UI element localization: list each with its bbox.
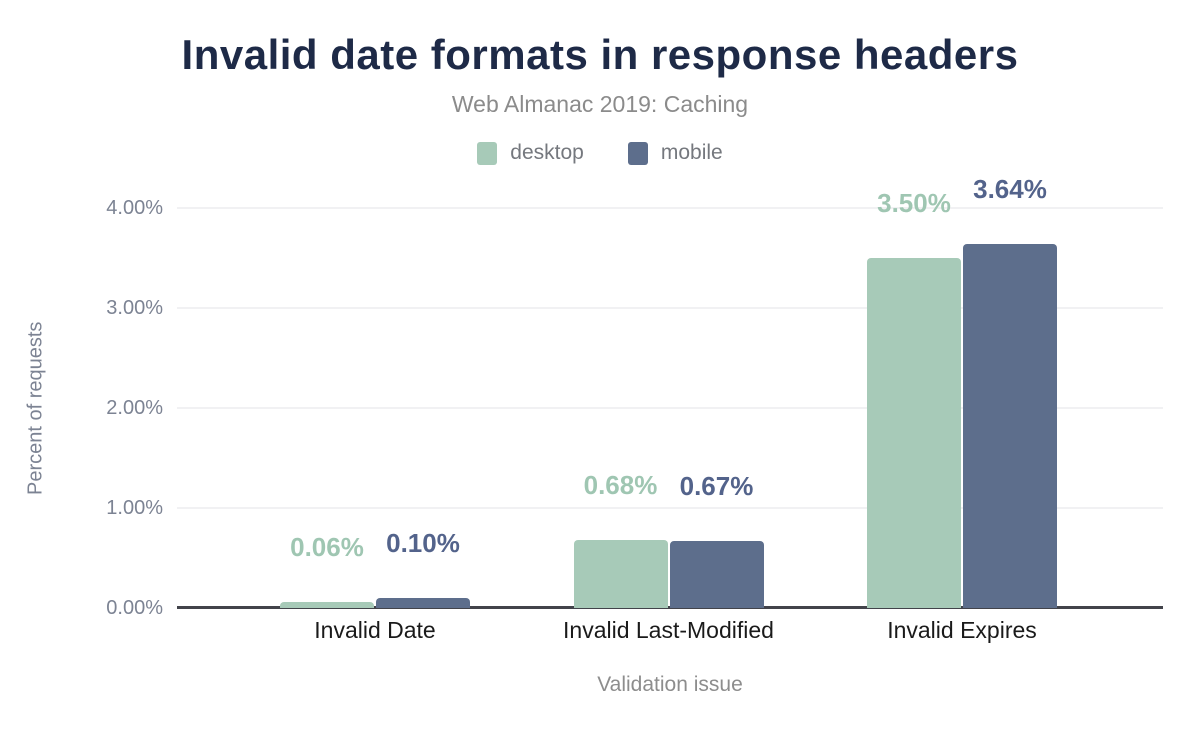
bar-value-label: 0.06%	[290, 532, 364, 562]
y-tick-label: 0.00%	[106, 597, 163, 619]
x-tick-label: Invalid Date	[314, 617, 436, 643]
y-tick-label: 4.00%	[106, 197, 163, 219]
bar-desktop-2[interactable]	[867, 258, 961, 608]
bar-value-label: 3.50%	[877, 188, 951, 218]
gridline-2.00%	[177, 407, 1163, 409]
chart-subtitle: Web Almanac 2019: Caching	[451, 91, 749, 117]
legend: desktop mobile	[0, 141, 1200, 165]
bar-value-label: 0.67%	[679, 471, 754, 501]
gridline-4.00%	[177, 207, 1163, 209]
legend-swatch-desktop	[477, 141, 498, 165]
legend-label: mobile	[660, 141, 723, 164]
legend-swatch-mobile	[627, 141, 648, 165]
x-axis-title: Validation issue	[597, 673, 743, 696]
legend-label: desktop	[510, 141, 584, 164]
bar-value-label: 0.68%	[583, 470, 658, 500]
x-tick-label: Invalid Last-Modified	[563, 617, 774, 643]
gridline-1.00%	[177, 507, 1163, 509]
bar-mobile-2[interactable]	[963, 244, 1057, 608]
bar-value-label: 0.10%	[386, 528, 460, 558]
bar-value-label: 3.64%	[973, 174, 1047, 204]
bar-mobile-0[interactable]	[376, 598, 470, 608]
y-tick-label: 3.00%	[106, 297, 163, 319]
y-tick-label: 1.00%	[106, 497, 163, 519]
legend-item-mobile[interactable]: mobile	[627, 141, 723, 165]
bar-desktop-0[interactable]	[280, 602, 374, 608]
legend-item-desktop[interactable]: desktop	[477, 141, 584, 165]
x-tick-label: Invalid Expires	[887, 617, 1037, 643]
y-tick-label: 2.00%	[106, 397, 163, 419]
gridline-3.00%	[177, 307, 1163, 309]
chart-title: Invalid date formats in response headers	[181, 31, 1019, 78]
bar-mobile-1[interactable]	[669, 541, 764, 608]
bar-desktop-1[interactable]	[573, 540, 668, 608]
